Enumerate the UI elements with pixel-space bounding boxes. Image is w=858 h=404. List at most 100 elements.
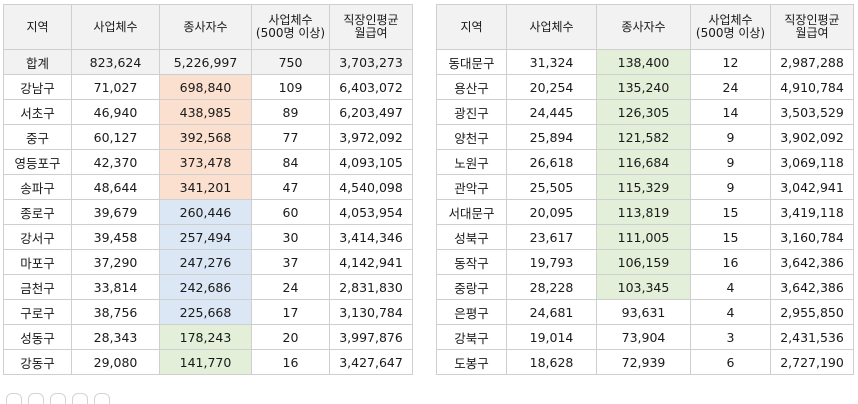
cell-business-count: 18,628	[506, 349, 597, 375]
cell-employee-count: 103,345	[596, 274, 691, 300]
cell-avg-monthly-salary: 3,997,876	[329, 324, 413, 350]
cell-region: 서대문구	[436, 199, 507, 225]
cell-employee-count: 392,568	[159, 124, 252, 150]
header-business-count: 사업체수	[506, 4, 597, 50]
cell-large-business-count: 16	[690, 249, 771, 275]
cell-business-count: 42,370	[71, 149, 160, 175]
cell-avg-monthly-salary: 2,831,830	[329, 274, 413, 300]
tab-marker	[6, 393, 22, 404]
header-large-business-count: 사업체수 (500명 이상)	[251, 4, 330, 50]
cell-large-business-count: 47	[251, 174, 330, 200]
table-row: 중랑구 28,228 103,345 4 3,642,386	[436, 274, 854, 300]
cell-region: 영등포구	[3, 149, 72, 175]
table-row: 은평구 24,681 93,631 4 2,955,850	[436, 299, 854, 325]
page-tab-strip	[6, 393, 110, 404]
cell-business-count: 31,324	[506, 49, 597, 75]
cell-avg-monthly-salary: 2,955,850	[770, 299, 854, 325]
cell-business-count: 28,228	[506, 274, 597, 300]
table-row: 양천구 25,894 121,582 9 3,902,092	[436, 124, 854, 150]
cell-employee-count: 247,276	[159, 249, 252, 275]
table-row: 구로구 38,756 225,668 17 3,130,784	[3, 299, 413, 325]
cell-employee-count: 138,400	[596, 49, 691, 75]
table-row: 강동구 29,080 141,770 16 3,427,647	[3, 349, 413, 375]
table-row: 영등포구 42,370 373,478 84 4,093,105	[3, 149, 413, 175]
header-region: 지역	[3, 4, 72, 50]
cell-large-business-count: 9	[690, 124, 771, 150]
cell-avg-monthly-salary: 4,142,941	[329, 249, 413, 275]
cell-employee-count: 121,582	[596, 124, 691, 150]
cell-employee-count: 373,478	[159, 149, 252, 175]
table-row: 마포구 37,290 247,276 37 4,142,941	[3, 249, 413, 275]
header-row: 지역 사업체수 종사자수 사업체수 (500명 이상) 직장인평균 월급여	[3, 4, 413, 50]
total-employee-count: 5,226,997	[159, 49, 252, 75]
header-row: 지역 사업체수 종사자수 사업체수 (500명 이상) 직장인평균 월급여	[436, 4, 854, 50]
cell-avg-monthly-salary: 3,160,784	[770, 224, 854, 250]
cell-business-count: 25,505	[506, 174, 597, 200]
cell-region: 구로구	[3, 299, 72, 325]
cell-employee-count: 73,904	[596, 324, 691, 350]
cell-business-count: 24,681	[506, 299, 597, 325]
cell-region: 광진구	[436, 99, 507, 125]
header-region: 지역	[436, 4, 507, 50]
table-row: 동대문구 31,324 138,400 12 2,987,288	[436, 49, 854, 75]
cell-business-count: 48,644	[71, 174, 160, 200]
cell-business-count: 39,679	[71, 199, 160, 225]
cell-region: 강서구	[3, 224, 72, 250]
total-business-count: 823,624	[71, 49, 160, 75]
table-row: 강서구 39,458 257,494 30 3,414,346	[3, 224, 413, 250]
table-row: 동작구 19,793 106,159 16 3,642,386	[436, 249, 854, 275]
tab-marker	[72, 393, 88, 404]
cell-employee-count: 698,840	[159, 74, 252, 100]
header-large-business-count: 사업체수 (500명 이상)	[690, 4, 771, 50]
cell-region: 마포구	[3, 249, 72, 275]
cell-business-count: 23,617	[506, 224, 597, 250]
cell-region: 금천구	[3, 274, 72, 300]
cell-avg-monthly-salary: 3,130,784	[329, 299, 413, 325]
cell-region: 동작구	[436, 249, 507, 275]
cell-large-business-count: 60	[251, 199, 330, 225]
cell-region: 용산구	[436, 74, 507, 100]
table-row: 성북구 23,617 111,005 15 3,160,784	[436, 224, 854, 250]
cell-employee-count: 178,243	[159, 324, 252, 350]
table-row: 강남구 71,027 698,840 109 6,403,072	[3, 74, 413, 100]
cell-large-business-count: 77	[251, 124, 330, 150]
table-row: 노원구 26,618 116,684 9 3,069,118	[436, 149, 854, 175]
cell-employee-count: 225,668	[159, 299, 252, 325]
cell-employee-count: 116,684	[596, 149, 691, 175]
cell-employee-count: 113,819	[596, 199, 691, 225]
table-row: 용산구 20,254 135,240 24 4,910,784	[436, 74, 854, 100]
cell-large-business-count: 20	[251, 324, 330, 350]
cell-large-business-count: 24	[251, 274, 330, 300]
cell-large-business-count: 4	[690, 274, 771, 300]
cell-business-count: 28,343	[71, 324, 160, 350]
cell-large-business-count: 16	[251, 349, 330, 375]
cell-region: 송파구	[3, 174, 72, 200]
cell-large-business-count: 37	[251, 249, 330, 275]
table-row: 강북구 19,014 73,904 3 2,431,536	[436, 324, 854, 350]
cell-business-count: 71,027	[71, 74, 160, 100]
table-row: 금천구 33,814 242,686 24 2,831,830	[3, 274, 413, 300]
cell-region: 성북구	[436, 224, 507, 250]
left-table-body: 합계 823,624 5,226,997 750 3,703,273 강남구 71,027 6…	[3, 49, 413, 375]
cell-avg-monthly-salary: 6,403,072	[329, 74, 413, 100]
cell-employee-count: 126,305	[596, 99, 691, 125]
cell-region: 종로구	[3, 199, 72, 225]
header-avg-monthly-salary: 직장인평균 월급여	[329, 4, 413, 50]
cell-avg-monthly-salary: 4,093,105	[329, 149, 413, 175]
cell-employee-count: 111,005	[596, 224, 691, 250]
cell-region: 강동구	[3, 349, 72, 375]
table-row: 서초구 46,940 438,985 89 6,203,497	[3, 99, 413, 125]
cell-avg-monthly-salary: 2,727,190	[770, 349, 854, 375]
cell-large-business-count: 15	[690, 199, 771, 225]
tab-marker	[94, 393, 110, 404]
header-business-count: 사업체수	[71, 4, 160, 50]
left-table-head: 지역 사업체수 종사자수 사업체수 (500명 이상) 직장인평균 월급여	[3, 4, 413, 50]
cell-region: 관악구	[436, 174, 507, 200]
cell-large-business-count: 17	[251, 299, 330, 325]
cell-region: 동대문구	[436, 49, 507, 75]
cell-business-count: 19,793	[506, 249, 597, 275]
table-row: 중구 60,127 392,568 77 3,972,092	[3, 124, 413, 150]
cell-avg-monthly-salary: 3,427,647	[329, 349, 413, 375]
cell-region: 은평구	[436, 299, 507, 325]
cell-employee-count: 141,770	[159, 349, 252, 375]
